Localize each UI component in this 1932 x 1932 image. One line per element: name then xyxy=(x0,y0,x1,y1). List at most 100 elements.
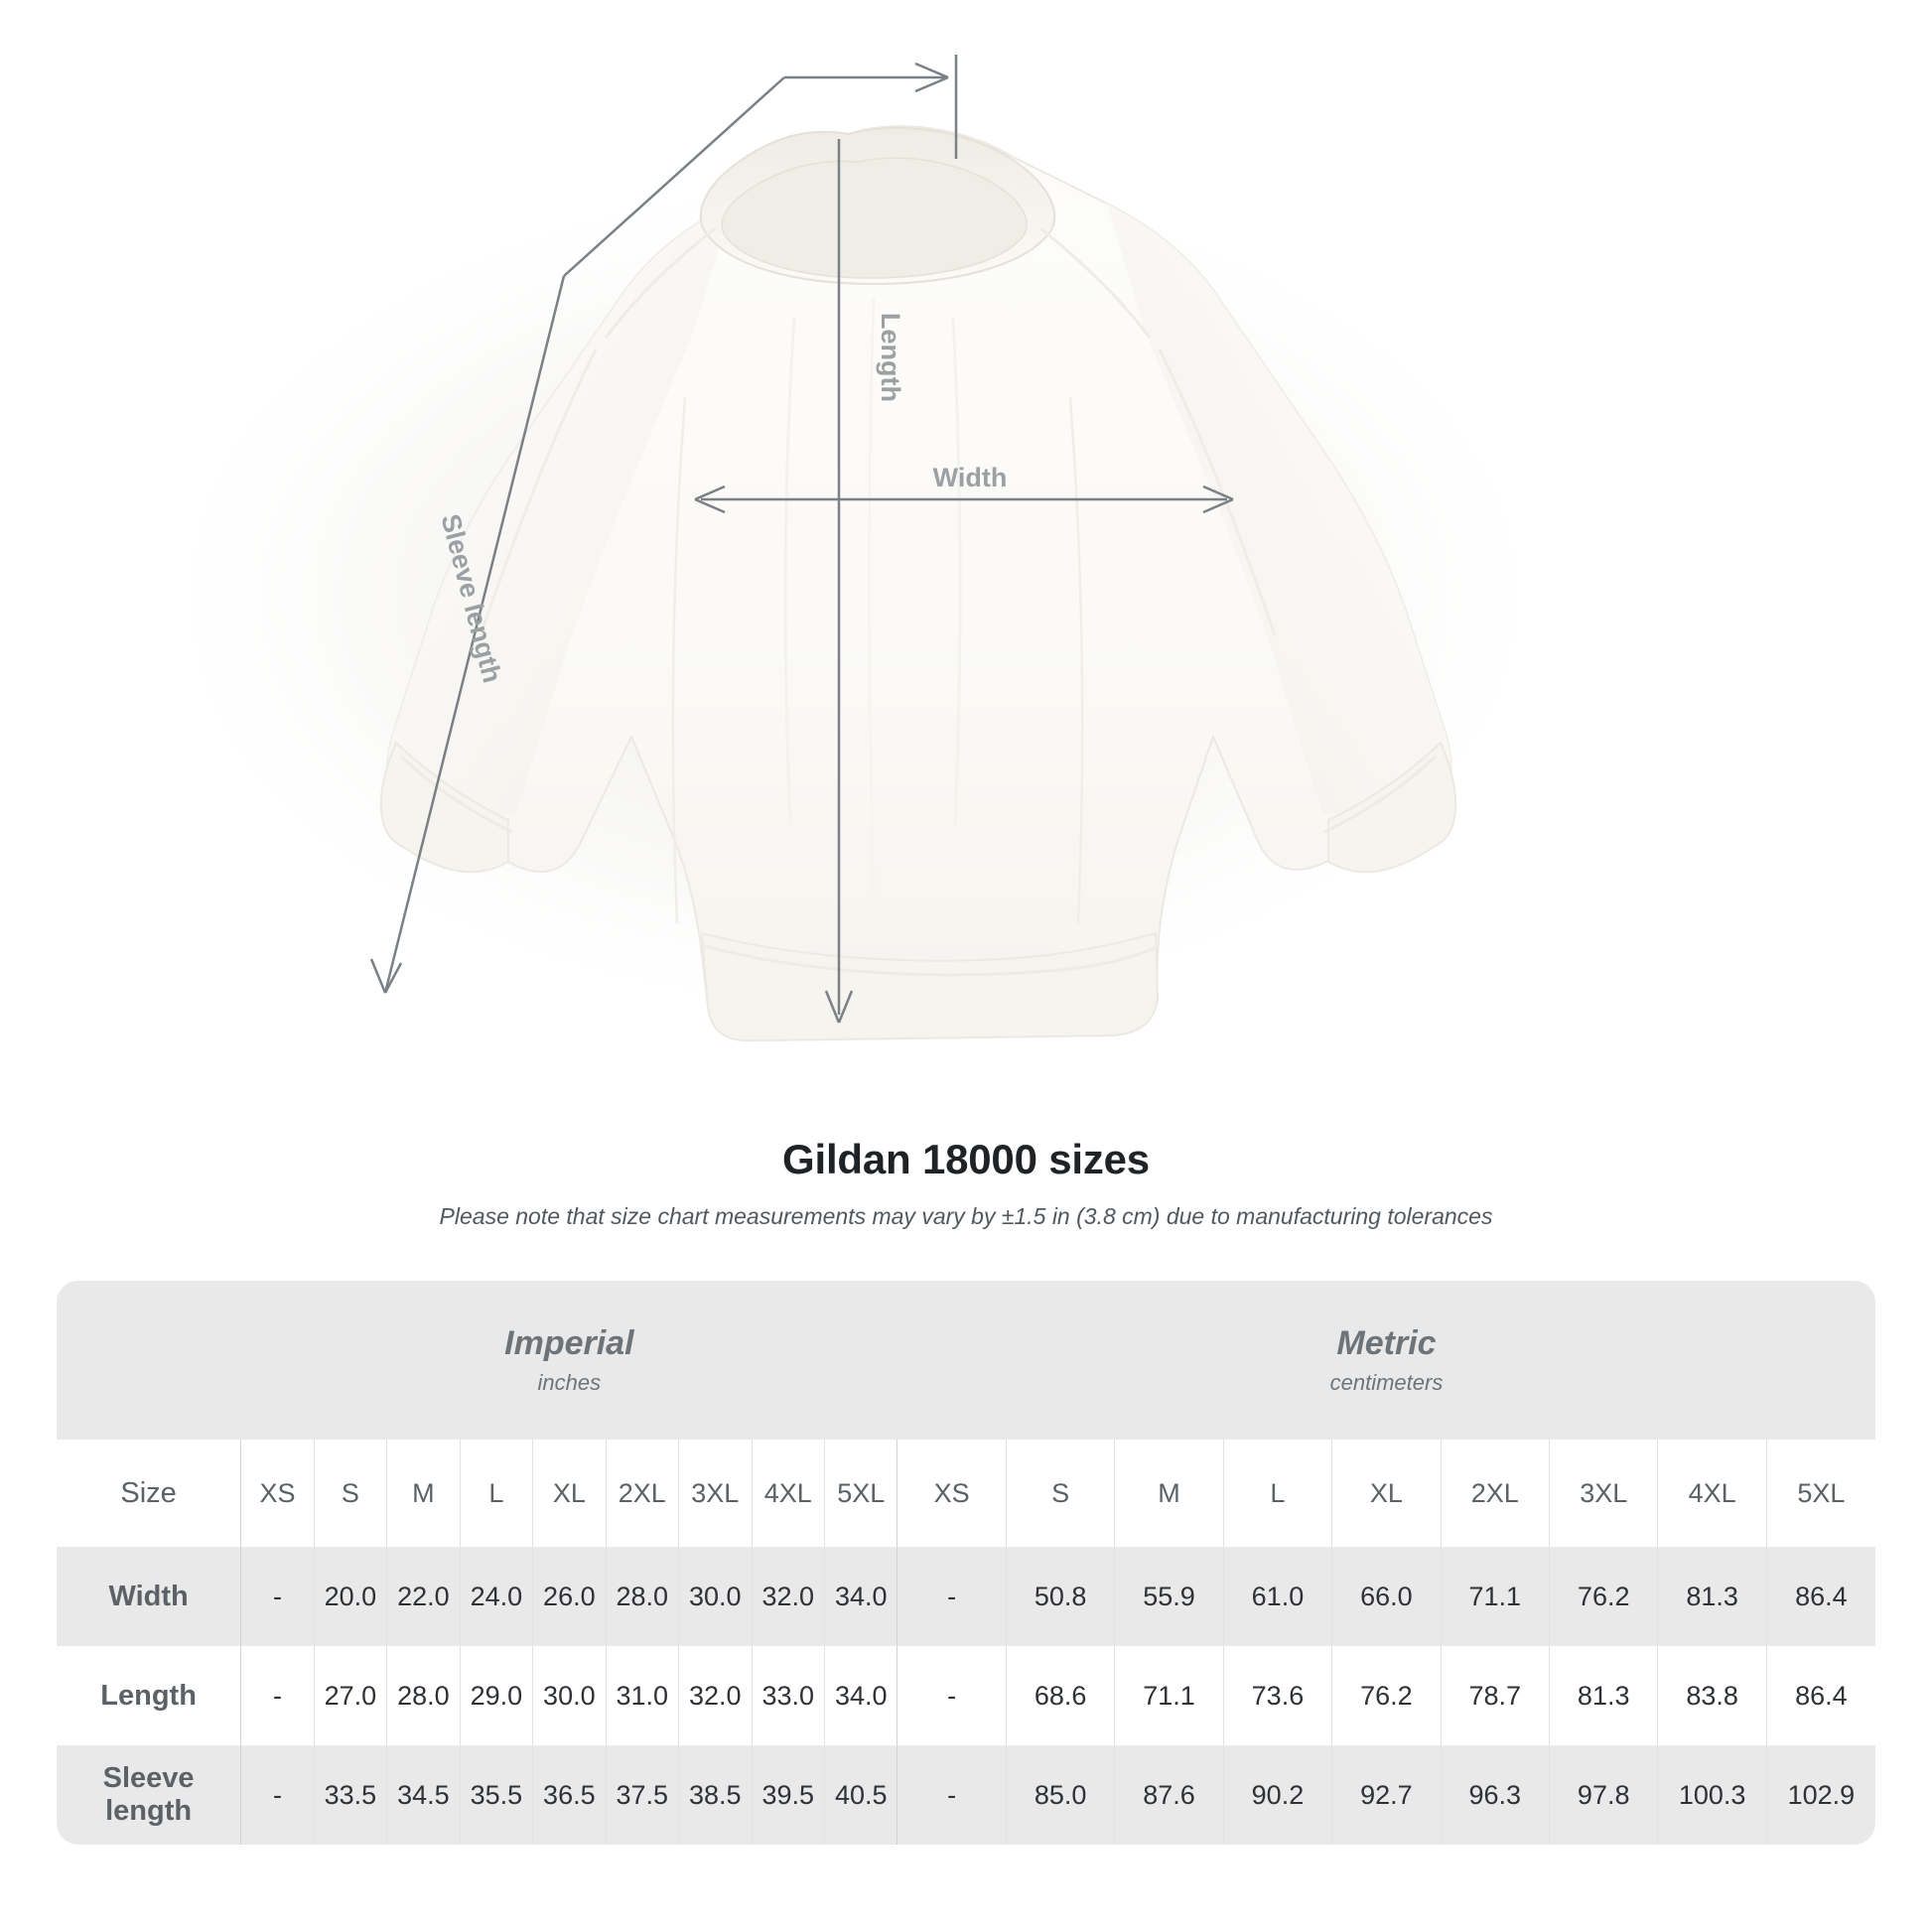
unit-subtitle: inches xyxy=(537,1369,602,1395)
label-width: Width xyxy=(933,463,1008,492)
measure-cell: 27.0 xyxy=(314,1646,388,1745)
measure-cell: 28.0 xyxy=(606,1547,680,1646)
measure-cell: 33.5 xyxy=(314,1745,388,1845)
size-header-cell: XL xyxy=(1331,1440,1442,1547)
size-header-cell: S xyxy=(1006,1440,1116,1547)
page-title: Gildan 18000 sizes xyxy=(782,1136,1150,1182)
size-header-cell: 3XL xyxy=(678,1440,753,1547)
row-label: Width xyxy=(57,1547,242,1646)
measure-cell: 76.2 xyxy=(1549,1547,1659,1646)
measure-cell: 55.9 xyxy=(1114,1547,1224,1646)
measure-cell: 50.8 xyxy=(1006,1547,1116,1646)
size-header-cell: 5XL xyxy=(824,1440,898,1547)
measure-cell: 35.5 xyxy=(460,1745,534,1845)
measure-cell: 34.0 xyxy=(824,1547,898,1646)
measure-cell: 96.3 xyxy=(1441,1745,1551,1845)
measure-cell: 90.2 xyxy=(1223,1745,1333,1845)
unit-header-imperial: Imperial inches xyxy=(240,1281,897,1440)
tolerance-note: Please note that size chart measurements… xyxy=(439,1202,1493,1229)
measure-cell: 22.0 xyxy=(386,1547,461,1646)
size-header-cell: XS xyxy=(897,1440,1007,1547)
measure-cell: - xyxy=(240,1646,315,1745)
size-header-cell: 2XL xyxy=(1441,1440,1551,1547)
measure-cell: 24.0 xyxy=(460,1547,534,1646)
row-label: Sleeve length xyxy=(57,1745,242,1845)
measure-cell: 34.5 xyxy=(386,1745,461,1845)
label-length: Length xyxy=(876,313,905,402)
measure-cell: 31.0 xyxy=(606,1646,680,1745)
measure-cell: 86.4 xyxy=(1766,1547,1875,1646)
size-header-cell: L xyxy=(460,1440,534,1547)
measure-cell: - xyxy=(240,1745,315,1845)
size-header-cell: M xyxy=(1114,1440,1224,1547)
measure-cell: 76.2 xyxy=(1331,1646,1442,1745)
size-header-cell: 2XL xyxy=(606,1440,680,1547)
table-row: Length -27.0 28.0 29.0 30.0 31.0 32.0 33.0 34.0-… xyxy=(57,1646,1875,1745)
table-row: Width -20.0 22.0 24.0 26.0 28.0 30.0 32.0 34.0-5… xyxy=(57,1547,1875,1646)
sweatshirt-shape xyxy=(379,125,1457,1042)
measure-cell: 87.6 xyxy=(1114,1745,1224,1845)
measure-cell: 71.1 xyxy=(1114,1646,1224,1745)
garment-diagram: Length Width Sleeve length xyxy=(139,55,1569,1042)
sweatshirt-illustration: Length Width Sleeve length xyxy=(139,55,1569,1042)
unit-subtitle: centimeters xyxy=(1329,1369,1444,1395)
size-header-cell: 4XL xyxy=(752,1440,825,1547)
measure-cell: - xyxy=(897,1547,1007,1646)
size-header-cell: L xyxy=(1223,1440,1333,1547)
sleeve-length-guide xyxy=(369,55,958,994)
size-header-cell: 5XL xyxy=(1766,1440,1875,1547)
unit-header-row: Imperial inches Metric centimeters xyxy=(57,1281,1875,1440)
size-header-cell: 4XL xyxy=(1657,1440,1767,1547)
row-label: Length xyxy=(57,1646,242,1745)
size-header-cell: S xyxy=(314,1440,388,1547)
measure-cell: 92.7 xyxy=(1331,1745,1442,1845)
unit-header-metric: Metric centimeters xyxy=(897,1281,1875,1440)
table-row: Sleeve length -33.5 34.5 35.5 36.5 37.5 38.5 39… xyxy=(57,1745,1875,1845)
measure-cell: 32.0 xyxy=(752,1547,825,1646)
measure-cell: 30.0 xyxy=(678,1547,753,1646)
measure-cell: 68.6 xyxy=(1006,1646,1116,1745)
measure-cell: 71.1 xyxy=(1441,1547,1551,1646)
heading-block: Gildan 18000 sizes Please note that size… xyxy=(0,1134,1932,1231)
measure-cell: 102.9 xyxy=(1766,1745,1875,1845)
unit-name: Metric xyxy=(1336,1324,1437,1363)
measure-cell: 97.8 xyxy=(1549,1745,1659,1845)
size-header-cell: M xyxy=(386,1440,461,1547)
measure-cell: 40.5 xyxy=(824,1745,898,1845)
measurement-guides xyxy=(369,55,1234,1024)
size-column-header: Size xyxy=(57,1440,242,1547)
measure-cell: - xyxy=(240,1547,315,1646)
length-guide xyxy=(824,139,854,1024)
measure-cell: 34.0 xyxy=(824,1646,898,1745)
size-header-cell: XS xyxy=(240,1440,315,1547)
size-header-row: Size XS S M L XL 2XL 3XL 4XL 5XL XS S M L XL 2XL 3XL 4XL 5… xyxy=(57,1440,1875,1547)
unit-header-spacer xyxy=(57,1281,241,1440)
measure-cell: - xyxy=(897,1646,1007,1745)
measure-cell: 66.0 xyxy=(1331,1547,1442,1646)
measure-cell: 29.0 xyxy=(460,1646,534,1745)
measure-cell: 86.4 xyxy=(1766,1646,1875,1745)
measure-cell: 33.0 xyxy=(752,1646,825,1745)
measure-cell: 20.0 xyxy=(314,1547,388,1646)
measure-cell: 38.5 xyxy=(678,1745,753,1845)
unit-name: Imperial xyxy=(504,1324,634,1363)
size-header-cell: XL xyxy=(532,1440,607,1547)
measure-cell: 39.5 xyxy=(752,1745,825,1845)
measure-cell: 78.7 xyxy=(1441,1646,1551,1745)
measure-cell: 37.5 xyxy=(606,1745,680,1845)
measure-cell: 32.0 xyxy=(678,1646,753,1745)
measure-cell: - xyxy=(897,1745,1007,1845)
measure-cell: 28.0 xyxy=(386,1646,461,1745)
measure-cell: 30.0 xyxy=(532,1646,607,1745)
size-header-cell: 3XL xyxy=(1549,1440,1659,1547)
measure-cell: 81.3 xyxy=(1549,1646,1659,1745)
measure-cell: 81.3 xyxy=(1657,1547,1767,1646)
measurements-table: Imperial inches Metric centimeters Size XS S M L… xyxy=(57,1281,1875,1845)
measure-cell: 73.6 xyxy=(1223,1646,1333,1745)
size-chart-table: Imperial inches Metric centimeters Size XS S M L… xyxy=(57,1281,1875,1845)
measure-cell: 100.3 xyxy=(1657,1745,1767,1845)
measure-cell: 36.5 xyxy=(532,1745,607,1845)
measure-cell: 26.0 xyxy=(532,1547,607,1646)
measure-cell: 83.8 xyxy=(1657,1646,1767,1745)
width-guide xyxy=(694,484,1234,514)
